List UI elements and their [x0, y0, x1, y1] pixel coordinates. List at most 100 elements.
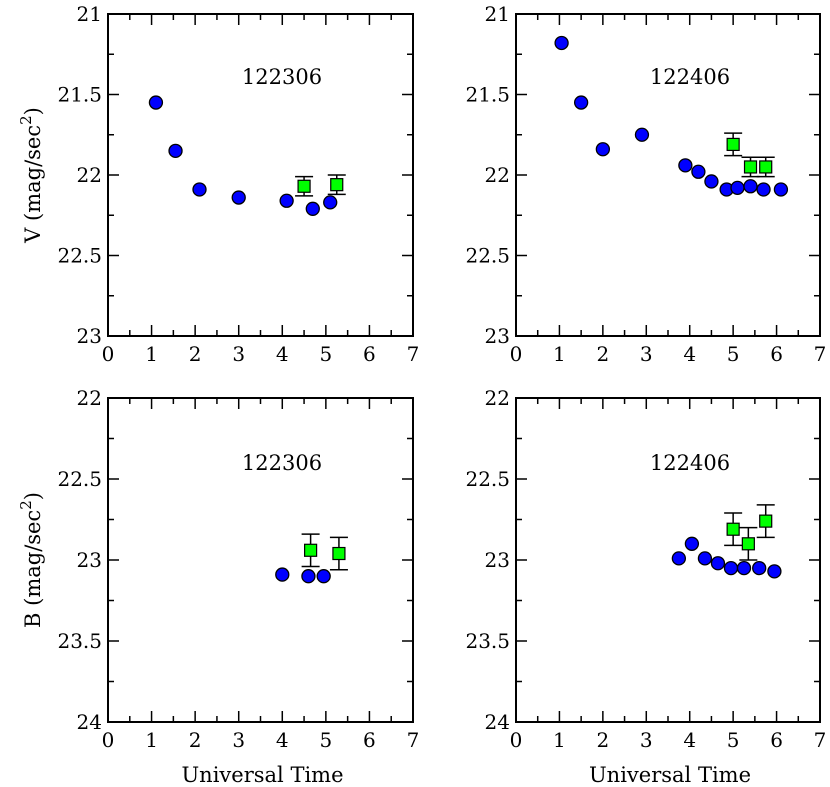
data-point-square	[743, 160, 758, 174]
data-point-circle	[301, 569, 316, 584]
data-point-circle	[767, 564, 782, 579]
data-point-circle	[736, 560, 752, 576]
y-tick-label: 22	[485, 386, 510, 410]
x-tick-label: 6	[363, 728, 376, 752]
x-tick-label: 4	[683, 342, 696, 366]
y-tick-label: 22	[77, 386, 102, 410]
y-tick-label: 23.5	[57, 629, 102, 653]
y-tick-label: 21.5	[465, 83, 510, 107]
data-point-circle	[323, 195, 338, 210]
y-tick-label: 22.5	[465, 467, 510, 491]
y-tick-label: 21	[77, 2, 102, 26]
y-tick-label: 22.5	[57, 244, 102, 268]
plot-frame	[515, 397, 821, 723]
x-tick-label: 3	[232, 728, 245, 752]
data-point-circle	[723, 560, 739, 576]
x-tick-label: 1	[553, 728, 566, 752]
data-point-circle	[710, 556, 726, 571]
data-point-square	[759, 514, 773, 528]
x-tick-label: 4	[276, 728, 289, 752]
y-tick-label: 22	[77, 163, 102, 187]
x-tick-label: 5	[319, 342, 332, 366]
data-point-circle	[168, 143, 183, 159]
panel-title: 122406	[650, 451, 730, 475]
x-tick-label: 1	[553, 342, 566, 366]
y-tick-label: 22.5	[57, 467, 102, 491]
x-tick-label: 2	[189, 728, 202, 752]
data-point-circle	[305, 201, 320, 216]
x-tick-label: 3	[640, 342, 653, 366]
y-axis-label: B (mag/sec2)	[17, 492, 45, 628]
x-tick-label: 7	[814, 728, 827, 752]
x-tick-label: 2	[596, 342, 609, 366]
x-tick-label: 5	[727, 728, 740, 752]
x-tick-label: 3	[640, 728, 653, 752]
x-tick-label: 0	[102, 728, 115, 752]
y-tick-label: 23	[485, 324, 510, 348]
data-point-circle	[595, 142, 611, 157]
data-point-square	[741, 537, 755, 551]
data-point-square	[726, 522, 740, 536]
data-point-square	[759, 160, 773, 174]
data-point-circle	[743, 179, 758, 194]
y-tick-label: 21	[485, 2, 510, 26]
x-tick-label: 3	[232, 342, 245, 366]
data-point-circle	[554, 35, 569, 51]
x-tick-label: 1	[145, 342, 158, 366]
data-point-square	[332, 546, 346, 561]
data-point-square	[304, 543, 318, 557]
data-point-circle	[704, 174, 719, 189]
data-point-circle	[279, 193, 294, 208]
data-point-circle	[678, 158, 693, 173]
data-point-square	[330, 178, 344, 192]
data-point-square	[297, 179, 311, 193]
x-tick-label: 0	[102, 342, 115, 366]
y-axis-label: V (mag/sec2)	[17, 107, 45, 244]
y-tick-label: 24	[485, 710, 510, 734]
x-tick-label: 7	[407, 728, 420, 752]
y-tick-label: 22	[485, 163, 510, 187]
x-tick-label: 4	[276, 342, 289, 366]
x-tick-label: 5	[319, 728, 332, 752]
panel-title: 122306	[242, 451, 322, 475]
x-tick-label: 6	[770, 728, 783, 752]
x-tick-label: 7	[407, 342, 420, 366]
data-point-square	[726, 137, 740, 152]
data-point-circle	[231, 190, 246, 205]
y-tick-label: 22.5	[465, 244, 510, 268]
data-point-circle	[697, 551, 713, 566]
x-tick-label: 4	[683, 728, 696, 752]
data-point-circle	[773, 182, 789, 197]
data-point-circle	[691, 164, 706, 179]
data-point-circle	[671, 551, 687, 566]
data-point-circle	[275, 567, 290, 582]
x-tick-label: 0	[510, 342, 523, 366]
data-point-circle	[573, 95, 589, 110]
x-tick-label: 6	[770, 342, 783, 366]
panel-title: 122306	[242, 65, 322, 89]
y-tick-label: 23	[485, 548, 510, 572]
data-point-circle	[730, 180, 745, 196]
y-tick-label: 23	[77, 548, 102, 572]
data-point-circle	[148, 95, 164, 110]
panel-title: 122406	[650, 65, 730, 89]
x-tick-label: 2	[596, 728, 609, 752]
x-axis-label: Universal Time	[589, 763, 751, 787]
y-tick-label: 24	[77, 710, 102, 734]
data-point-circle	[192, 182, 207, 197]
plot-frame	[107, 397, 414, 723]
data-point-circle	[316, 569, 331, 584]
y-tick-label: 21.5	[57, 83, 102, 107]
y-tick-label: 23.5	[465, 629, 510, 653]
x-tick-label: 6	[363, 342, 376, 366]
plot-frame	[515, 13, 821, 337]
data-point-circle	[684, 536, 700, 551]
data-point-circle	[752, 560, 767, 576]
data-point-circle	[756, 182, 771, 197]
plot-frame	[107, 13, 414, 337]
x-axis-label: Universal Time	[181, 763, 343, 787]
